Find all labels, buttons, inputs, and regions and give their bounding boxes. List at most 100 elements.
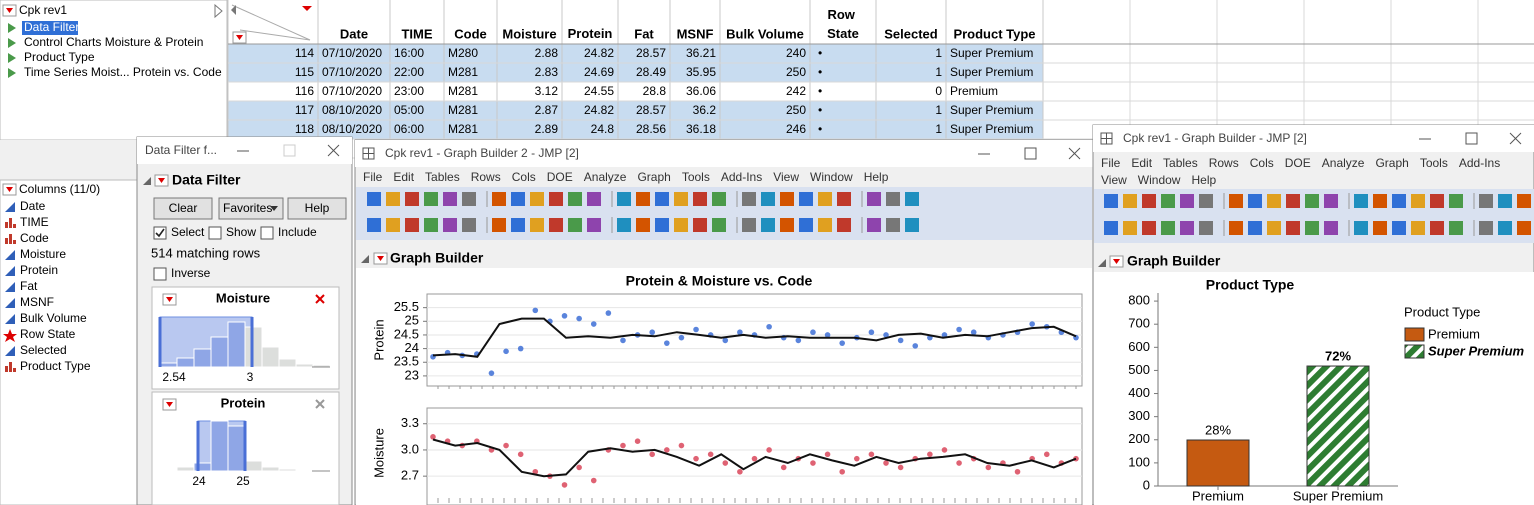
toolbar-button[interactable] xyxy=(837,218,851,232)
menu-item[interactable]: Rows xyxy=(471,170,501,184)
toolbar-button[interactable] xyxy=(405,192,419,206)
toolbar-button[interactable] xyxy=(761,192,775,206)
toolbar-button[interactable] xyxy=(837,192,851,206)
script-item[interactable]: Time Series Moist... Protein vs. Code xyxy=(24,65,222,79)
toolbar-button[interactable] xyxy=(462,218,476,232)
remove-filter[interactable] xyxy=(315,399,325,409)
toolbar-button[interactable] xyxy=(1479,194,1493,208)
toolbar-button[interactable] xyxy=(1286,194,1300,208)
menu-item[interactable]: Window xyxy=(810,170,853,184)
toolbar-button[interactable] xyxy=(549,218,563,232)
column-item[interactable]: Row State xyxy=(20,327,76,341)
checkbox[interactable] xyxy=(208,226,222,240)
toolbar-button[interactable] xyxy=(693,218,707,232)
close-button[interactable] xyxy=(1068,147,1081,160)
toolbar-button[interactable] xyxy=(655,192,669,206)
menu-item[interactable]: Graph xyxy=(1375,156,1408,170)
button-label[interactable]: Clear xyxy=(169,201,198,215)
toolbar-button[interactable] xyxy=(617,218,631,232)
toolbar-button[interactable] xyxy=(1248,221,1262,235)
toolbar-button[interactable] xyxy=(886,192,900,206)
checkbox-label[interactable]: Select xyxy=(171,225,205,239)
close-button[interactable] xyxy=(1509,132,1522,145)
toolbar-button[interactable] xyxy=(1180,194,1194,208)
toolbar-button[interactable] xyxy=(712,218,726,232)
toolbar-button[interactable] xyxy=(443,218,457,232)
toolbar-button[interactable] xyxy=(1104,221,1118,235)
toolbar-button[interactable] xyxy=(1142,221,1156,235)
toolbar-button[interactable] xyxy=(367,218,381,232)
toolbar-button[interactable] xyxy=(1123,194,1137,208)
toolbar-button[interactable] xyxy=(568,218,582,232)
toolbar-button[interactable] xyxy=(1229,221,1243,235)
toolbar-button[interactable] xyxy=(386,192,400,206)
menu-item[interactable]: DOE xyxy=(1285,156,1311,170)
button[interactable] xyxy=(153,197,213,220)
toolbar-button[interactable] xyxy=(492,192,506,206)
toolbar-button[interactable] xyxy=(367,192,381,206)
toolbar-button[interactable] xyxy=(511,218,525,232)
toolbar-button[interactable] xyxy=(1286,221,1300,235)
toolbar-button[interactable] xyxy=(462,192,476,206)
toolbar-button[interactable] xyxy=(780,218,794,232)
toolbar-button[interactable] xyxy=(1411,221,1425,235)
column-item[interactable]: Code xyxy=(20,231,49,245)
toolbar-button[interactable] xyxy=(1449,221,1463,235)
toolbar-button[interactable] xyxy=(905,218,919,232)
column-item[interactable]: Selected xyxy=(20,343,67,357)
column-item[interactable]: TIME xyxy=(20,215,49,229)
toolbar-button[interactable] xyxy=(1161,221,1175,235)
button[interactable] xyxy=(287,197,347,220)
menu-item[interactable]: Tools xyxy=(682,170,710,184)
toolbar-button[interactable] xyxy=(424,218,438,232)
toolbar-button[interactable] xyxy=(1498,221,1512,235)
toolbar-button[interactable] xyxy=(799,192,813,206)
toolbar-button[interactable] xyxy=(712,192,726,206)
toolbar-button[interactable] xyxy=(674,192,688,206)
column-header[interactable]: Fat xyxy=(634,26,654,41)
column-item[interactable]: Protein xyxy=(20,263,58,277)
column-header[interactable]: Product Type xyxy=(953,26,1035,41)
toolbar-button[interactable] xyxy=(1199,221,1213,235)
toolbar-button[interactable] xyxy=(693,192,707,206)
toolbar-button[interactable] xyxy=(1392,194,1406,208)
toolbar-button[interactable] xyxy=(1142,194,1156,208)
toolbar-button[interactable] xyxy=(742,192,756,206)
toolbar-button[interactable] xyxy=(386,218,400,232)
checkbox-label[interactable]: Show xyxy=(226,225,256,239)
toolbar-button[interactable] xyxy=(1373,194,1387,208)
column-header[interactable]: MSNF xyxy=(677,26,714,41)
toolbar-button[interactable] xyxy=(1199,194,1213,208)
column-header[interactable]: Date xyxy=(340,26,368,41)
toolbar-button[interactable] xyxy=(1392,221,1406,235)
toolbar-button[interactable] xyxy=(1324,221,1338,235)
toolbar-button[interactable] xyxy=(867,218,881,232)
menu-item[interactable]: Add-Ins xyxy=(721,170,762,184)
toolbar-button[interactable] xyxy=(1180,221,1194,235)
script-item[interactable]: Data Filter xyxy=(24,20,79,34)
toolbar-button[interactable] xyxy=(1479,221,1493,235)
script-item[interactable]: Product Type xyxy=(24,50,95,64)
toolbar-button[interactable] xyxy=(1267,221,1281,235)
toolbar-button[interactable] xyxy=(587,192,601,206)
menu-item[interactable]: Help xyxy=(864,170,889,184)
toolbar-button[interactable] xyxy=(1354,194,1368,208)
toolbar-button[interactable] xyxy=(1248,194,1262,208)
column-item[interactable]: Moisture xyxy=(20,247,66,261)
toolbar-button[interactable] xyxy=(587,218,601,232)
toolbar-button[interactable] xyxy=(674,218,688,232)
menu-item[interactable]: Help xyxy=(1191,173,1216,187)
menu-item[interactable]: File xyxy=(1101,156,1121,170)
toolbar-button[interactable] xyxy=(818,218,832,232)
menu-item[interactable]: Tables xyxy=(425,170,460,184)
remove-filter[interactable] xyxy=(315,294,325,304)
checkbox[interactable] xyxy=(153,226,167,240)
menu-item[interactable]: View xyxy=(1101,173,1127,187)
toolbar-button[interactable] xyxy=(511,192,525,206)
toolbar-button[interactable] xyxy=(1123,221,1137,235)
menu-item[interactable]: Cols xyxy=(1250,156,1274,170)
checkbox-label[interactable]: Include xyxy=(278,225,317,239)
maximize-button[interactable] xyxy=(1024,147,1037,160)
menu-item[interactable]: Tools xyxy=(1420,156,1448,170)
button-label[interactable]: Help xyxy=(305,201,330,215)
